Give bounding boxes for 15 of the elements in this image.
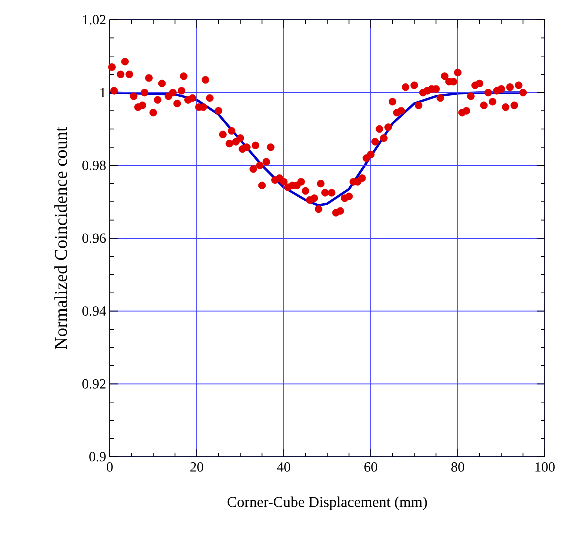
y-tick-label: 0.98	[82, 160, 106, 170]
x-tick-label: 0	[107, 462, 113, 472]
x-axis-title: Corner-Cube Displacement (mm)	[228, 496, 428, 510]
y-tick-label: 0.96	[82, 234, 106, 244]
y-tick-label: 1.02	[83, 15, 106, 25]
x-tick-label: 20	[190, 462, 204, 472]
y-axis-title: Normalized Coincidence count	[54, 127, 68, 350]
x-tick-label: 40	[277, 462, 290, 472]
x-tick-label: 100	[536, 462, 555, 472]
x-tick-label: 80	[452, 462, 464, 472]
y-tick-label: 0.92	[82, 379, 106, 389]
y-tick-label: 0.94	[82, 306, 106, 316]
x-tick-label: 60	[364, 462, 378, 472]
y-tick-label: 1	[100, 88, 106, 98]
y-tick-label: 0.9	[90, 452, 106, 462]
